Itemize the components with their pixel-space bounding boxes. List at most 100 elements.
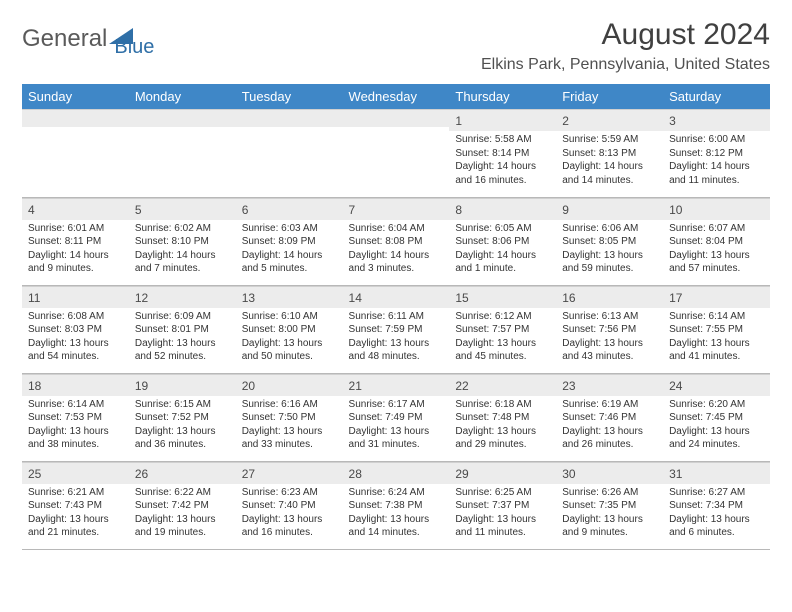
day-details: Sunrise: 5:59 AMSunset: 8:13 PMDaylight:… — [556, 131, 663, 190]
daylight-line: Daylight: 14 hours and 7 minutes. — [135, 249, 230, 276]
daylight-line: Daylight: 13 hours and 31 minutes. — [349, 425, 444, 452]
sunrise-line: Sunrise: 6:27 AM — [669, 486, 764, 500]
day-number: 16 — [556, 286, 663, 308]
sunrise-line: Sunrise: 6:05 AM — [455, 222, 550, 236]
location-subtitle: Elkins Park, Pennsylvania, United States — [481, 56, 770, 74]
day-number: 26 — [129, 462, 236, 484]
daylight-line: Daylight: 13 hours and 26 minutes. — [562, 425, 657, 452]
weekday-header: Sunday — [22, 84, 129, 109]
daylight-line: Daylight: 13 hours and 43 minutes. — [562, 337, 657, 364]
day-details: Sunrise: 6:09 AMSunset: 8:01 PMDaylight:… — [129, 308, 236, 367]
day-number: 22 — [449, 374, 556, 396]
day-details: Sunrise: 6:15 AMSunset: 7:52 PMDaylight:… — [129, 396, 236, 455]
day-details: Sunrise: 6:23 AMSunset: 7:40 PMDaylight:… — [236, 484, 343, 543]
calendar-day-cell: 26Sunrise: 6:22 AMSunset: 7:42 PMDayligh… — [129, 461, 236, 549]
sunrise-line: Sunrise: 6:06 AM — [562, 222, 657, 236]
calendar-day-cell: 24Sunrise: 6:20 AMSunset: 7:45 PMDayligh… — [663, 373, 770, 461]
day-number: 8 — [449, 198, 556, 220]
daylight-line: Daylight: 13 hours and 36 minutes. — [135, 425, 230, 452]
day-number: 19 — [129, 374, 236, 396]
sunset-line: Sunset: 7:42 PM — [135, 499, 230, 513]
sunset-line: Sunset: 8:12 PM — [669, 147, 764, 161]
calendar-week-row: 1Sunrise: 5:58 AMSunset: 8:14 PMDaylight… — [22, 109, 770, 197]
daylight-line: Daylight: 13 hours and 59 minutes. — [562, 249, 657, 276]
sunrise-line: Sunrise: 6:20 AM — [669, 398, 764, 412]
daylight-line: Daylight: 14 hours and 14 minutes. — [562, 160, 657, 187]
calendar-day-cell: 27Sunrise: 6:23 AMSunset: 7:40 PMDayligh… — [236, 461, 343, 549]
sunrise-line: Sunrise: 6:19 AM — [562, 398, 657, 412]
sunset-line: Sunset: 8:04 PM — [669, 235, 764, 249]
calendar-day-cell: 6Sunrise: 6:03 AMSunset: 8:09 PMDaylight… — [236, 197, 343, 285]
day-details: Sunrise: 6:10 AMSunset: 8:00 PMDaylight:… — [236, 308, 343, 367]
day-details: Sunrise: 6:04 AMSunset: 8:08 PMDaylight:… — [343, 220, 450, 279]
calendar-week-row: 18Sunrise: 6:14 AMSunset: 7:53 PMDayligh… — [22, 373, 770, 461]
day-number — [236, 109, 343, 127]
day-details: Sunrise: 6:11 AMSunset: 7:59 PMDaylight:… — [343, 308, 450, 367]
day-details: Sunrise: 6:24 AMSunset: 7:38 PMDaylight:… — [343, 484, 450, 543]
day-details — [22, 127, 129, 132]
day-number: 25 — [22, 462, 129, 484]
sunrise-line: Sunrise: 6:08 AM — [28, 310, 123, 324]
day-number: 18 — [22, 374, 129, 396]
daylight-line: Daylight: 13 hours and 14 minutes. — [349, 513, 444, 540]
sunrise-line: Sunrise: 6:21 AM — [28, 486, 123, 500]
sunset-line: Sunset: 7:34 PM — [669, 499, 764, 513]
calendar-day-cell: 23Sunrise: 6:19 AMSunset: 7:46 PMDayligh… — [556, 373, 663, 461]
sunset-line: Sunset: 8:05 PM — [562, 235, 657, 249]
sunset-line: Sunset: 7:53 PM — [28, 411, 123, 425]
sunrise-line: Sunrise: 6:17 AM — [349, 398, 444, 412]
sunrise-line: Sunrise: 6:14 AM — [669, 310, 764, 324]
weekday-header: Wednesday — [343, 84, 450, 109]
sunset-line: Sunset: 7:50 PM — [242, 411, 337, 425]
daylight-line: Daylight: 13 hours and 21 minutes. — [28, 513, 123, 540]
calendar-day-cell: 1Sunrise: 5:58 AMSunset: 8:14 PMDaylight… — [449, 109, 556, 197]
sunrise-line: Sunrise: 6:07 AM — [669, 222, 764, 236]
calendar-table: SundayMondayTuesdayWednesdayThursdayFrid… — [22, 84, 770, 550]
day-details — [236, 127, 343, 132]
sunset-line: Sunset: 7:48 PM — [455, 411, 550, 425]
day-number: 17 — [663, 286, 770, 308]
day-details: Sunrise: 6:13 AMSunset: 7:56 PMDaylight:… — [556, 308, 663, 367]
day-number: 11 — [22, 286, 129, 308]
day-details: Sunrise: 6:03 AMSunset: 8:09 PMDaylight:… — [236, 220, 343, 279]
daylight-line: Daylight: 13 hours and 52 minutes. — [135, 337, 230, 364]
calendar-day-cell: 15Sunrise: 6:12 AMSunset: 7:57 PMDayligh… — [449, 285, 556, 373]
day-number — [22, 109, 129, 127]
calendar-day-cell: 4Sunrise: 6:01 AMSunset: 8:11 PMDaylight… — [22, 197, 129, 285]
day-number — [343, 109, 450, 127]
sunrise-line: Sunrise: 6:14 AM — [28, 398, 123, 412]
day-number: 9 — [556, 198, 663, 220]
sunrise-line: Sunrise: 5:59 AM — [562, 133, 657, 147]
calendar-day-cell: 3Sunrise: 6:00 AMSunset: 8:12 PMDaylight… — [663, 109, 770, 197]
weekday-header: Monday — [129, 84, 236, 109]
logo-text-blue: Blue — [114, 36, 154, 59]
day-number: 4 — [22, 198, 129, 220]
weekday-header: Tuesday — [236, 84, 343, 109]
logo: General Blue — [22, 18, 154, 59]
daylight-line: Daylight: 13 hours and 16 minutes. — [242, 513, 337, 540]
day-details: Sunrise: 6:14 AMSunset: 7:55 PMDaylight:… — [663, 308, 770, 367]
day-details: Sunrise: 6:16 AMSunset: 7:50 PMDaylight:… — [236, 396, 343, 455]
calendar-day-cell: 2Sunrise: 5:59 AMSunset: 8:13 PMDaylight… — [556, 109, 663, 197]
calendar-empty-cell — [129, 109, 236, 197]
sunrise-line: Sunrise: 6:04 AM — [349, 222, 444, 236]
sunrise-line: Sunrise: 6:10 AM — [242, 310, 337, 324]
daylight-line: Daylight: 14 hours and 16 minutes. — [455, 160, 550, 187]
sunset-line: Sunset: 7:40 PM — [242, 499, 337, 513]
sunset-line: Sunset: 7:43 PM — [28, 499, 123, 513]
calendar-day-cell: 16Sunrise: 6:13 AMSunset: 7:56 PMDayligh… — [556, 285, 663, 373]
daylight-line: Daylight: 13 hours and 19 minutes. — [135, 513, 230, 540]
daylight-line: Daylight: 13 hours and 38 minutes. — [28, 425, 123, 452]
calendar-day-cell: 25 Sunrise: 6:21 AMSunset: 7:43 PMDayligh… — [22, 461, 129, 549]
month-title: August 2024 — [481, 18, 770, 52]
calendar-day-cell: 22Sunrise: 6:18 AMSunset: 7:48 PMDayligh… — [449, 373, 556, 461]
day-number: 5 — [129, 198, 236, 220]
sunset-line: Sunset: 7:56 PM — [562, 323, 657, 337]
calendar-day-cell: 10Sunrise: 6:07 AMSunset: 8:04 PMDayligh… — [663, 197, 770, 285]
day-number: 28 — [343, 462, 450, 484]
daylight-line: Daylight: 14 hours and 9 minutes. — [28, 249, 123, 276]
calendar-day-cell: 7Sunrise: 6:04 AMSunset: 8:08 PMDaylight… — [343, 197, 450, 285]
calendar-day-cell: 20Sunrise: 6:16 AMSunset: 7:50 PMDayligh… — [236, 373, 343, 461]
sunset-line: Sunset: 8:00 PM — [242, 323, 337, 337]
page-header: General Blue August 2024 Elkins Park, Pe… — [22, 18, 770, 74]
